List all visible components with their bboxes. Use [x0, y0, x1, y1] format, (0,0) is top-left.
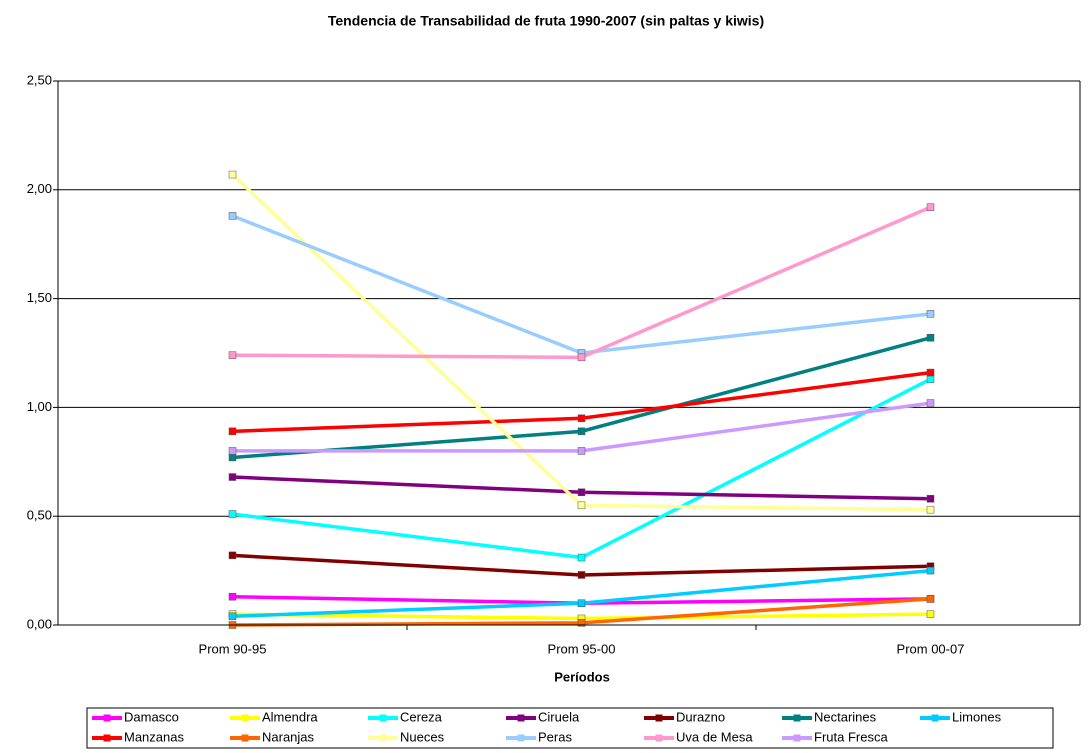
- series-line: [231, 214, 931, 355]
- y-tick-label: 1,50: [27, 290, 52, 305]
- legend-marker: [103, 734, 111, 742]
- legend-marker: [793, 734, 801, 742]
- point-marker: [577, 447, 586, 455]
- point-marker: [577, 488, 586, 497]
- point-marker: [926, 375, 935, 383]
- point-marker: [926, 610, 935, 618]
- y-tick-label: 2,00: [27, 181, 52, 196]
- point-marker: [228, 510, 237, 518]
- point-marker: [926, 310, 935, 318]
- point-marker: [926, 566, 935, 575]
- point-marker: [577, 501, 586, 510]
- legend-label: Nueces: [400, 729, 445, 744]
- legend-label: Cereza: [400, 709, 443, 724]
- point-marker: [228, 170, 237, 179]
- legend-marker: [793, 714, 801, 722]
- point-marker: [228, 351, 237, 359]
- legend-marker: [103, 714, 111, 722]
- x-tick-label: Prom 00-07: [897, 641, 965, 656]
- legend-marker: [655, 714, 663, 722]
- point-marker: [926, 203, 935, 211]
- chart-title: Tendencia de Transabilidad de fruta 1990…: [328, 13, 764, 29]
- point-marker: [228, 612, 237, 621]
- point-marker: [577, 353, 586, 362]
- point-marker: [577, 414, 586, 423]
- point-marker: [926, 505, 935, 514]
- point-marker: [228, 427, 237, 436]
- point-marker: [577, 571, 586, 579]
- point-marker: [926, 368, 935, 377]
- point-marker: [228, 453, 237, 462]
- point-marker: [228, 447, 237, 455]
- point-marker: [577, 599, 586, 607]
- x-tick-label: Prom 95-00: [548, 641, 616, 656]
- point-marker: [577, 553, 586, 562]
- series-line: [231, 173, 931, 512]
- point-marker: [228, 212, 237, 220]
- legend-label: Durazno: [676, 709, 725, 724]
- point-marker: [926, 495, 935, 503]
- legend-label: Uva de Mesa: [676, 729, 753, 744]
- legend-marker: [379, 734, 387, 742]
- y-tick-label: 0,00: [27, 616, 52, 631]
- x-axis-label: Períodos: [554, 669, 610, 684]
- point-marker: [577, 619, 586, 627]
- point-marker: [228, 551, 237, 560]
- legend-marker: [517, 734, 525, 742]
- legend-marker: [517, 714, 525, 722]
- y-tick-label: 0,50: [27, 508, 52, 523]
- point-marker: [228, 473, 237, 481]
- point-marker: [577, 427, 586, 436]
- legend-marker: [241, 734, 249, 742]
- legend-label: Almendra: [262, 709, 318, 724]
- legend-label: Peras: [538, 729, 572, 744]
- x-tick-label: Prom 90-95: [199, 641, 267, 656]
- legend-marker: [655, 734, 663, 742]
- point-marker: [926, 595, 935, 603]
- legend-label: Ciruela: [538, 709, 580, 724]
- legend-marker: [379, 714, 387, 722]
- legend-label: Nectarines: [814, 709, 877, 724]
- point-marker: [926, 399, 935, 407]
- series-line: [232, 370, 931, 434]
- legend-label: Limones: [952, 709, 1002, 724]
- legend-label: Manzanas: [124, 729, 184, 744]
- y-tick-label: 2,50: [27, 72, 52, 87]
- point-marker: [926, 334, 935, 342]
- point-marker: [228, 592, 237, 601]
- series-line: [232, 377, 932, 560]
- legend-marker: [241, 714, 249, 722]
- legend-label: Fruta Fresca: [814, 729, 888, 744]
- series-line: [232, 205, 932, 360]
- y-tick-label: 1,00: [27, 399, 52, 414]
- legend-label: Naranjas: [262, 729, 315, 744]
- legend-label: Damasco: [124, 709, 179, 724]
- legend-marker: [931, 714, 939, 722]
